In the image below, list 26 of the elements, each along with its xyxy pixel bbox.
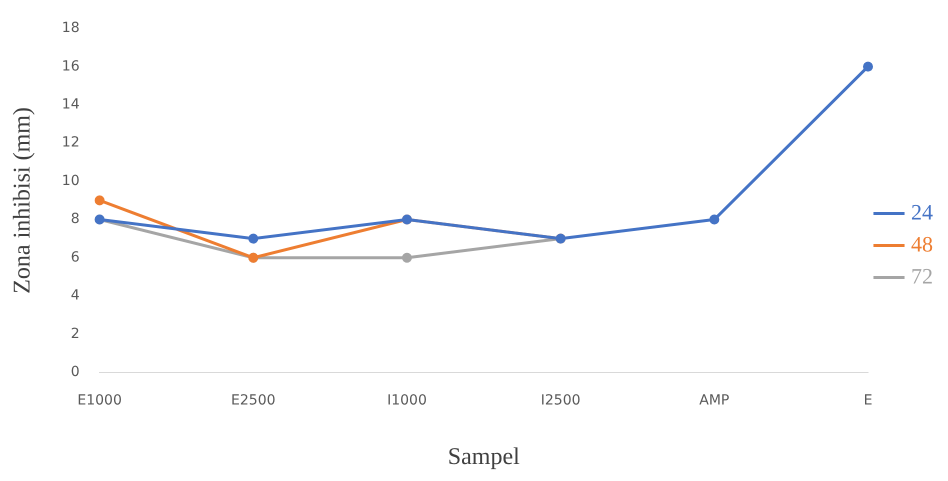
y-tick-label: 18 — [62, 20, 80, 36]
point — [94, 195, 105, 206]
y-tick-label: 16 — [62, 58, 80, 74]
x-tick-label: AMP — [699, 392, 730, 408]
y-tick-label: 6 — [70, 249, 80, 266]
y-tick-label: 2 — [70, 326, 80, 342]
y-tick-label: 10 — [62, 172, 80, 189]
point — [248, 234, 258, 244]
y-tick-label: 14 — [62, 96, 80, 112]
x-axis-title: Sampel — [448, 444, 520, 470]
y-tick-label: 8 — [70, 211, 80, 228]
x-tick-label: E2500 — [231, 392, 276, 408]
legend-label: 48 — [911, 231, 933, 256]
legend-label: 24 — [911, 199, 933, 224]
y-tick-label: 12 — [62, 134, 80, 151]
y-tick-label: 4 — [70, 288, 80, 304]
point — [863, 62, 873, 72]
x-tick-label: E — [864, 392, 872, 408]
x-tick-label: E1000 — [77, 392, 122, 408]
point — [709, 214, 720, 225]
x-tick-label: I1000 — [387, 392, 427, 408]
point — [402, 252, 412, 263]
y-tick-label: 0 — [70, 364, 80, 380]
legend-label: 72 — [911, 263, 933, 288]
y-axis-title: Zona inhibisi (mm) — [10, 107, 36, 294]
x-tick-label: I2500 — [540, 392, 581, 408]
